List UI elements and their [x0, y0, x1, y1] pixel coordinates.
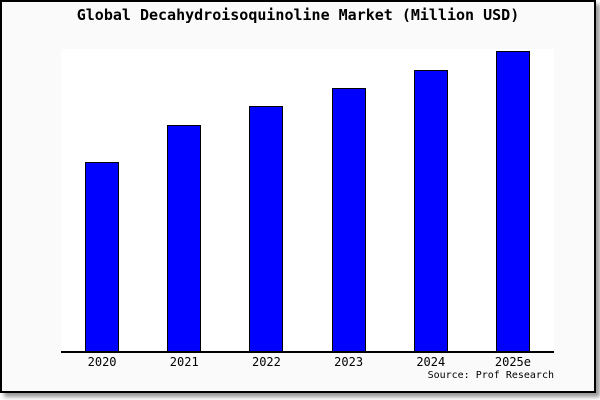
bar-column: [308, 49, 390, 351]
x-tick-label: 2022: [251, 355, 281, 369]
x-tick-label: 2025e: [494, 355, 531, 369]
bar-column: [472, 49, 554, 351]
bar-2023: [331, 88, 366, 351]
bar-2025e: [495, 51, 530, 351]
bar-column: [143, 49, 225, 351]
bar-column: [61, 49, 143, 351]
x-tick-label: 2024: [416, 355, 446, 369]
bar-column: [225, 49, 307, 351]
chart-frame: Global Decahydroisoquinoline Market (Mil…: [0, 0, 596, 393]
x-tick-label: 2020: [87, 355, 117, 369]
bar-2021: [167, 125, 202, 351]
bar-2024: [413, 70, 448, 351]
x-axis-tick-labels: 2020 2021 2022 2023 2024 2025e: [61, 355, 554, 369]
bar-2022: [249, 106, 284, 351]
plot-area: [61, 49, 554, 353]
chart-title: Global Decahydroisoquinoline Market (Mil…: [76, 6, 520, 24]
bar-2020: [85, 162, 120, 351]
x-tick-label: 2023: [334, 355, 364, 369]
source-credit: Source: Prof Research: [427, 370, 554, 381]
bar-column: [390, 49, 472, 351]
x-tick-label: 2021: [169, 355, 199, 369]
